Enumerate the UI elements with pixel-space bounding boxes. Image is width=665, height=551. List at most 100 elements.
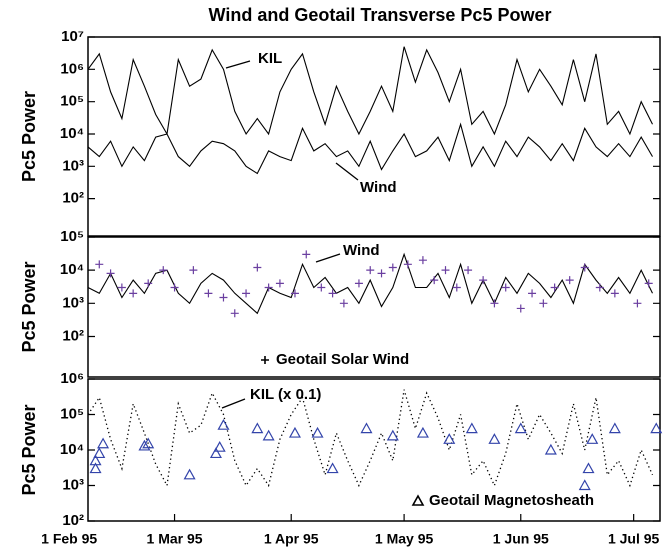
x-tick-label: 1 Apr 95: [264, 531, 319, 547]
plus-marker: [644, 279, 653, 288]
y-tick-label: 10⁶: [60, 60, 84, 77]
annotation: Wind: [360, 179, 397, 196]
plus-marker: [328, 289, 337, 298]
plus-marker: [129, 289, 138, 298]
legend-label: Geotail Solar Wind: [276, 351, 409, 368]
plus-marker: [403, 260, 412, 269]
triangle-marker: [326, 462, 339, 474]
series-line: [87, 46, 653, 136]
plus-marker: [388, 263, 397, 272]
triangle-marker: [360, 422, 373, 434]
plus-marker: [539, 299, 548, 308]
plus-marker: [170, 283, 179, 292]
y-tick-label: 10⁶: [60, 370, 84, 387]
plus-marker: [264, 283, 273, 292]
y-tick-label: 10²: [62, 512, 84, 529]
y-tick-label: 10⁴: [60, 441, 84, 458]
plus-marker: [242, 289, 251, 298]
series-line: [87, 389, 654, 488]
triangle-marker: [217, 418, 230, 430]
plus-marker: [441, 266, 450, 275]
x-tick-label: 1 Feb 95: [41, 531, 97, 547]
triangle-marker: [608, 422, 621, 434]
triangle-marker: [582, 462, 595, 474]
y-tick-label: 10³: [62, 476, 84, 493]
triangle-marker: [544, 443, 557, 455]
annotation-arrow: [315, 253, 341, 263]
annotation-arrow: [221, 398, 246, 409]
legend-marker: [411, 494, 425, 506]
plus-marker: [106, 269, 115, 278]
plus-marker: [159, 266, 168, 275]
annotation: Wind: [343, 242, 380, 259]
y-tick-label: 10⁷: [61, 28, 84, 45]
y-tick-label: 10⁵: [60, 93, 84, 110]
chart-title: Wind and Geotail Transverse Pc5 Power: [209, 5, 552, 25]
annotation-arrow: [335, 162, 359, 181]
legend-marker: [261, 356, 269, 364]
plus-marker: [580, 263, 589, 272]
plus-marker: [501, 283, 510, 292]
plot-frame: [87, 36, 661, 237]
plus-marker: [253, 263, 262, 272]
plus-marker: [339, 299, 348, 308]
plus-marker: [290, 289, 299, 298]
plus-marker: [479, 276, 488, 285]
plus-marker: [117, 283, 126, 292]
triangle-marker: [142, 437, 155, 449]
triangle-marker: [262, 429, 275, 441]
series-line: [87, 122, 653, 175]
plus-marker: [95, 260, 104, 269]
y-tick-label: 10⁴: [60, 261, 84, 278]
triangle-marker: [465, 422, 478, 434]
plus-marker: [610, 289, 619, 298]
plot-frame: [87, 236, 661, 378]
plus-marker: [230, 309, 239, 318]
plus-marker: [377, 269, 386, 278]
legend-label: Geotail Magnetosheath: [429, 492, 594, 509]
plus-marker: [528, 289, 537, 298]
y-tick-label: 10⁵: [60, 405, 84, 422]
triangle-marker: [443, 433, 456, 444]
y-tick-label: 10⁵: [60, 228, 84, 245]
plus-marker: [366, 266, 375, 275]
y-tick-label: 10²: [62, 327, 84, 344]
triangle-marker: [89, 454, 102, 466]
y-tick-label: 10³: [62, 157, 84, 174]
triangle-marker: [650, 422, 663, 434]
triangle-marker: [138, 439, 151, 451]
plus-marker: [317, 283, 326, 292]
triangle-marker: [488, 433, 501, 444]
plus-marker: [550, 283, 559, 292]
plus-marker: [354, 279, 363, 288]
triangle-marker: [213, 440, 226, 452]
plus-marker: [464, 266, 473, 275]
y-tick-label: 10⁴: [60, 125, 84, 142]
plus-marker: [633, 299, 642, 308]
x-tick-label: 1 May 95: [375, 531, 434, 547]
triangle-marker: [416, 426, 429, 438]
triangle-marker: [288, 426, 301, 438]
plus-marker: [302, 250, 311, 259]
plus-marker: [595, 283, 604, 292]
y-tick-label: 10²: [62, 190, 84, 207]
triangle-marker: [386, 429, 399, 441]
y-tick-label: 10³: [62, 294, 84, 311]
annotation-arrow: [225, 60, 251, 69]
series-line: [87, 252, 653, 315]
plus-marker: [144, 279, 153, 288]
plus-marker: [490, 299, 499, 308]
triangle-marker: [93, 447, 106, 459]
plus-marker: [418, 256, 427, 265]
plus-marker: [189, 266, 198, 275]
y-axis-label: Pc5 Power: [19, 91, 39, 182]
plus-marker: [430, 276, 439, 285]
annotation: KIL: [258, 50, 282, 67]
triangle-marker: [311, 426, 324, 438]
x-tick-label: 1 Jul 95: [608, 531, 660, 547]
x-tick-label: 1 Jun 95: [493, 531, 549, 547]
plus-marker: [565, 276, 574, 285]
triangle-marker: [209, 447, 222, 459]
plus-marker: [219, 293, 228, 302]
